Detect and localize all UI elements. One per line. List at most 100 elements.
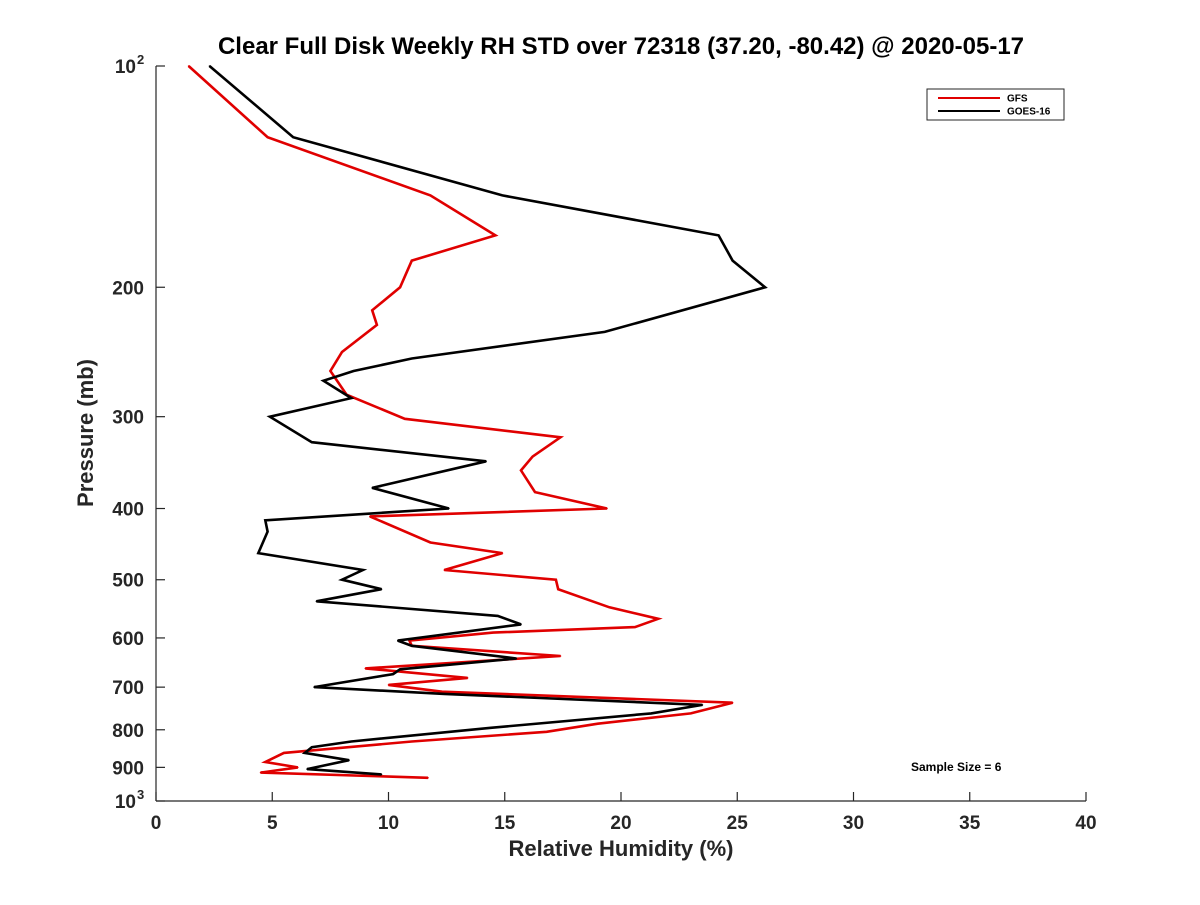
- data-point-goes16: [485, 460, 487, 463]
- data-point-gfs: [606, 507, 608, 510]
- data-point-gfs: [297, 766, 299, 769]
- data-point-gfs: [731, 701, 734, 704]
- data-point-gfs: [404, 418, 406, 420]
- x-tick-label: 0: [151, 813, 162, 834]
- data-point-goes16: [257, 552, 260, 554]
- data-point-gfs: [341, 351, 343, 353]
- data-point-gfs: [534, 491, 536, 493]
- y-tick-exponent: 2: [137, 52, 144, 67]
- data-point-goes16: [392, 673, 394, 675]
- data-point-gfs: [555, 578, 557, 581]
- data-point-gfs: [329, 370, 332, 372]
- y-tick-label: 600: [112, 629, 144, 650]
- data-point-goes16: [448, 507, 450, 510]
- data-point-gfs: [531, 455, 534, 458]
- data-point-gfs: [559, 655, 562, 657]
- data-point-gfs: [259, 771, 262, 774]
- x-tick-label: 10: [378, 813, 399, 834]
- x-tick-label: 15: [494, 813, 516, 834]
- data-point-gfs: [690, 712, 692, 715]
- data-point-goes16: [352, 370, 355, 372]
- x-tick-label: 20: [610, 813, 631, 834]
- data-point-goes16: [515, 657, 518, 660]
- y-tick-label: 700: [112, 678, 144, 699]
- chart-title: Clear Full Disk Weekly RH STD over 72318…: [218, 33, 1024, 60]
- y-tick-label: 10: [115, 792, 136, 813]
- data-point-goes16: [313, 686, 315, 688]
- data-point-goes16: [411, 357, 413, 360]
- data-point-goes16: [399, 668, 401, 671]
- data-point-goes16: [208, 65, 211, 67]
- legend-label-gfs: GFS: [1007, 94, 1028, 105]
- data-point-gfs: [429, 541, 432, 544]
- data-point-gfs: [545, 731, 548, 733]
- data-point-goes16: [269, 415, 271, 418]
- data-point-goes16: [764, 286, 766, 289]
- data-point-gfs: [657, 618, 659, 620]
- data-point-goes16: [292, 136, 295, 138]
- data-point-gfs: [427, 777, 429, 779]
- data-point-goes16: [443, 693, 446, 695]
- data-point-goes16: [350, 397, 353, 399]
- data-point-goes16: [264, 519, 267, 522]
- data-point-gfs: [441, 690, 443, 693]
- data-point-gfs: [376, 324, 378, 326]
- sample-size-annotation: Sample Size = 6: [911, 760, 1002, 774]
- data-point-goes16: [717, 234, 720, 237]
- plot-area: 0 5 10 15 20 25 30 35 40 10 220030040050060070080…: [112, 52, 1096, 834]
- data-point-gfs: [387, 684, 390, 686]
- data-point-goes16: [350, 740, 353, 743]
- series-layer: [187, 65, 768, 780]
- y-tick-label: 500: [112, 571, 144, 592]
- data-point-goes16: [490, 727, 492, 729]
- data-point-goes16: [701, 704, 704, 706]
- x-tick-label: 40: [1075, 813, 1096, 834]
- data-point-goes16: [380, 773, 383, 776]
- data-point-goes16: [650, 712, 652, 715]
- data-point-gfs: [501, 552, 504, 554]
- data-point-goes16: [520, 623, 522, 626]
- data-point-goes16: [362, 569, 364, 571]
- x-tick-label: 25: [727, 813, 749, 834]
- y-tick-label: 300: [112, 408, 144, 429]
- data-point-goes16: [603, 331, 606, 333]
- y-tick-label: 800: [112, 721, 144, 742]
- data-point-gfs: [559, 436, 562, 439]
- series-line-gfs: [187, 65, 733, 780]
- x-tick-label: 5: [267, 813, 278, 834]
- data-point-gfs: [371, 309, 374, 312]
- data-point-gfs: [266, 136, 269, 138]
- data-point-gfs: [411, 740, 413, 743]
- data-point-goes16: [311, 746, 313, 748]
- data-point-goes16: [497, 615, 499, 617]
- data-point-goes16: [397, 639, 399, 642]
- data-point-gfs: [369, 515, 371, 518]
- y-tick-label: 900: [112, 758, 144, 779]
- data-point-goes16: [322, 379, 325, 382]
- data-point-gfs: [411, 259, 413, 262]
- x-axis-ticks: 0 5 10 15 20 25 30 35 40: [151, 792, 1097, 834]
- data-point-goes16: [380, 588, 383, 590]
- data-point-gfs: [264, 761, 267, 763]
- y-axis-label: Pressure (mb): [73, 359, 98, 507]
- data-point-goes16: [341, 578, 343, 581]
- data-point-gfs: [429, 194, 432, 197]
- data-point-gfs: [466, 677, 469, 679]
- data-point-goes16: [501, 194, 504, 197]
- data-point-gfs: [557, 588, 559, 590]
- data-point-goes16: [266, 530, 269, 533]
- data-point-gfs: [494, 234, 497, 237]
- legend-box: [926, 88, 1065, 121]
- x-axis-label: Relative Humidity (%): [509, 836, 734, 861]
- data-point-gfs: [364, 667, 367, 670]
- data-point-goes16: [315, 600, 318, 603]
- y-tick-label: 200: [112, 278, 144, 299]
- x-tick-label: 30: [843, 813, 864, 834]
- x-tick-label: 35: [959, 813, 981, 834]
- data-point-gfs: [399, 286, 401, 289]
- data-point-gfs: [443, 569, 446, 571]
- data-point-gfs: [634, 626, 636, 628]
